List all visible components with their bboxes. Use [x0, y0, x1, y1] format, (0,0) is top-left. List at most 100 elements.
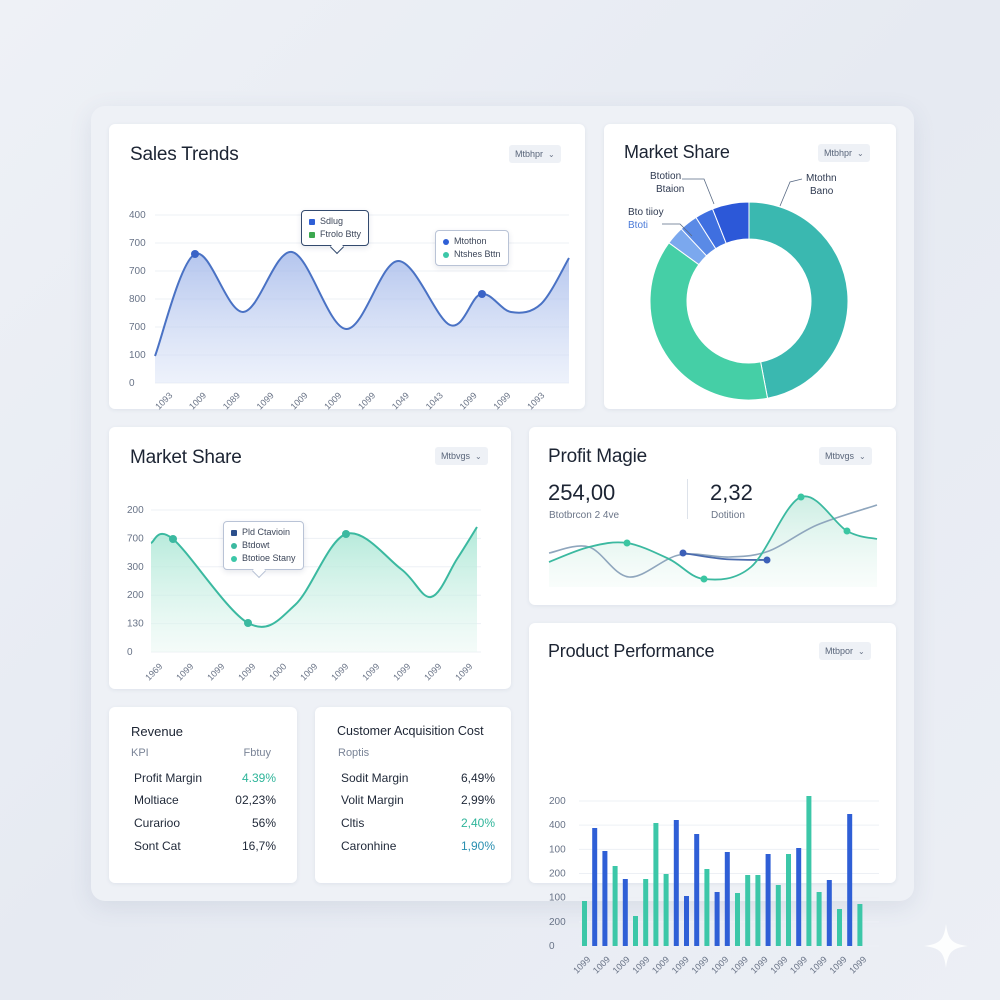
sales-tooltip-2: Mtothon Ntshes Bttn: [435, 230, 509, 266]
bar-y-tick: 200: [549, 869, 566, 880]
donut-label-text: Mtothn: [806, 173, 837, 184]
area-x-tick: 1099: [453, 661, 474, 682]
area-x-tick: 1969: [143, 661, 164, 682]
product-bar: [857, 904, 863, 946]
row-value: 16,7%: [241, 839, 276, 853]
tooltip-line: Ftrolo Btty: [320, 229, 362, 239]
row-value: 4.39%: [241, 771, 276, 785]
donut-label-text: Bano: [810, 186, 834, 197]
sales-x-tick: 1099: [491, 390, 512, 411]
market-share-donut-card: Market Share Mtbhpr ⌄ Btotion Btaion Bto…: [604, 124, 896, 409]
sparkle-icon: [924, 924, 968, 968]
bar-x-tick: 1099: [689, 954, 710, 975]
chevron-down-icon: ⌄: [475, 451, 482, 461]
profit-margin-chart: [548, 493, 878, 587]
bar-x-tick: 1009: [650, 954, 671, 975]
table-row: Cltis 2,40%: [341, 816, 495, 830]
table-row: Volit Margin 2,99%: [341, 793, 495, 807]
dropdown-label: Mtbpor: [825, 646, 854, 656]
sales-y-tick: 400: [129, 210, 146, 221]
profit-data-point: [623, 539, 631, 547]
product-bar: [612, 866, 618, 946]
area-y-tick: 700: [127, 533, 144, 544]
bar-x-tick: 1099: [768, 954, 789, 975]
legend-swatch: [231, 542, 237, 549]
product-bar: [847, 814, 853, 946]
sales-x-tick: 1093: [153, 390, 174, 411]
bar-x-tick: 1099: [827, 954, 848, 975]
area-x-tick: 1099: [174, 661, 195, 682]
sales-data-point: [478, 290, 486, 298]
bar-y-tick: 100: [549, 893, 566, 904]
donut-leader-line: [662, 223, 693, 237]
bar-y-tick: 200: [549, 796, 566, 807]
area-x-tick: 1099: [360, 661, 381, 682]
sales-x-tick: 1009: [322, 390, 343, 411]
donut-label-text: Bto tiioy: [628, 207, 664, 218]
product-bar: [806, 796, 812, 946]
sales-y-tick: 700: [129, 322, 146, 333]
legend-swatch: [231, 555, 237, 562]
legend-swatch: [309, 218, 315, 225]
area-x-tick: 1099: [329, 661, 350, 682]
area-data-point: [169, 535, 177, 543]
profit-data-point: [763, 556, 771, 564]
row-label: Caronhine: [341, 839, 397, 853]
product-bar: [643, 879, 649, 946]
profit-margin-card: Profit Magie Mtbvgs ⌄ 254,00 Btotbrcon 2…: [529, 427, 896, 605]
area-x-tick: 1099: [205, 661, 226, 682]
row-label: Profit Margin: [134, 771, 203, 785]
market-share-area-card: Market Share Mtbvgs ⌄ 200 700 300 200 130 0 19…: [109, 427, 511, 689]
market-share-area-dropdown[interactable]: Mtbvgs ⌄: [435, 447, 488, 465]
product-bar: [786, 854, 791, 946]
area-x-tick: 1000: [267, 661, 288, 682]
chevron-down-icon: ⌄: [858, 646, 865, 656]
product-bar: [694, 834, 700, 946]
product-bar: [602, 851, 608, 946]
profit-data-point: [797, 493, 805, 501]
product-bar: [704, 869, 710, 946]
product-performance-chart: 2004001002001002000109910091009109910091…: [549, 796, 879, 976]
area-data-point: [244, 619, 252, 627]
row-value: 02,23%: [235, 793, 276, 807]
area-x-tick: 1099: [391, 661, 412, 682]
sales-x-tick: 1093: [525, 390, 546, 411]
profit-margin-title: Profit Magie: [548, 446, 647, 467]
donut-label-text: Btaion: [656, 184, 685, 195]
sales-trends-chart: 400 700 700 800 700 100 0 1093 1009 1089 1099 1009 1…: [129, 210, 570, 412]
product-bar: [622, 879, 628, 946]
bar-x-tick: 1099: [749, 954, 770, 975]
sales-x-tick: 1089: [221, 390, 242, 411]
area-y-tick: 200: [127, 505, 144, 516]
product-bar: [826, 880, 832, 946]
revenue-header-row: KPI Fbtuy: [131, 747, 271, 759]
area-data-point: [342, 530, 350, 538]
donut-slice-seg-teal-green: [649, 242, 769, 401]
donut-leader-line: [682, 178, 715, 205]
donut-slice-seg-teal-large: [748, 201, 849, 399]
tooltip-line: Ntshes Bttn: [454, 249, 501, 259]
legend-swatch: [231, 529, 237, 536]
bar-x-tick: 1099: [729, 954, 750, 975]
profit-area-fill: [549, 496, 877, 587]
profit-margin-dropdown[interactable]: Mtbvgs ⌄: [819, 447, 872, 465]
product-bar: [684, 896, 689, 946]
product-bar: [653, 823, 659, 946]
profit-data-point: [679, 549, 687, 557]
column-header: Fbtuy: [243, 747, 271, 759]
donut-slice-seg-dark-blue: [711, 201, 750, 245]
row-value: 6,49%: [460, 771, 495, 785]
product-bar: [582, 901, 587, 946]
sales-trends-dropdown[interactable]: Mtbhpr ⌄: [509, 145, 561, 163]
market-share-donut-title: Market Share: [624, 142, 730, 162]
market-share-donut-dropdown[interactable]: Mtbhpr ⌄: [818, 144, 870, 162]
product-bar: [837, 909, 842, 946]
market-share-donut-chart: [649, 178, 849, 401]
bar-x-tick: 1099: [788, 954, 809, 975]
legend-swatch: [309, 231, 315, 238]
product-performance-dropdown[interactable]: Mtbpor ⌄: [819, 642, 871, 660]
row-value: 56%: [251, 816, 276, 830]
product-bar: [724, 852, 730, 946]
tooltip-line: Mtothon: [454, 236, 487, 246]
row-label: Curarioo: [134, 816, 181, 830]
